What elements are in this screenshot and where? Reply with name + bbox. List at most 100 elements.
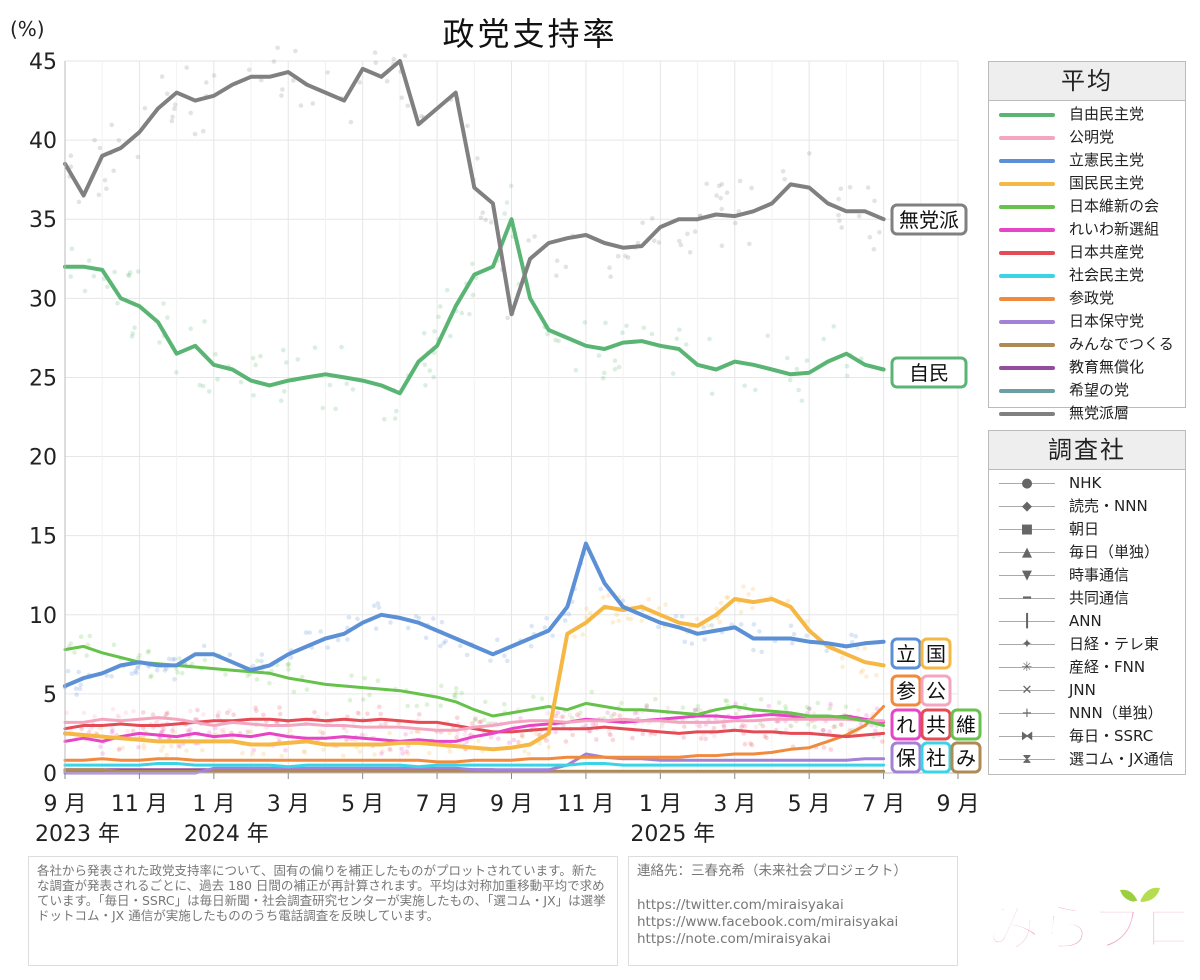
poll-point [612, 366, 618, 372]
poll-point [598, 586, 603, 592]
poll-point [157, 340, 162, 345]
poll-point [160, 729, 165, 734]
poll-point [164, 712, 169, 717]
year-label: 2023 年 [35, 822, 120, 847]
poll-point [298, 103, 304, 108]
poll-point [719, 206, 724, 212]
poll-point [350, 387, 356, 392]
link-facebook[interactable]: https://www.facebook.com/miraisyakai [637, 914, 899, 930]
poll-point [640, 731, 646, 737]
poll-point [559, 715, 564, 720]
poll-point [150, 712, 156, 717]
poll-point [176, 743, 182, 749]
poll-point [105, 284, 110, 290]
poll-point [154, 667, 160, 673]
firm-marker-icon: ▲ [1022, 545, 1032, 560]
poll-point [219, 728, 224, 733]
poll-point [76, 199, 82, 205]
poll-point [444, 287, 450, 293]
poll-point [250, 355, 256, 361]
poll-point [312, 709, 317, 715]
legend-swatch [999, 412, 1055, 416]
poll-point [789, 640, 795, 646]
poll-point [261, 751, 266, 757]
poll-point [251, 747, 257, 753]
poll-point [135, 269, 141, 274]
poll-point [464, 652, 470, 658]
poll-point [475, 156, 480, 161]
firm-line [999, 575, 1055, 576]
poll-point [714, 606, 719, 612]
firm-item: ✳ 産経・FNN [989, 656, 1185, 679]
poll-point [177, 744, 183, 750]
poll-point [624, 323, 629, 329]
poll-point [432, 329, 437, 334]
poll-point [635, 240, 641, 246]
firm-label: 毎日・SSRC [1069, 727, 1154, 745]
poll-point [291, 78, 296, 83]
poll-point [81, 710, 87, 716]
poll-point [98, 726, 103, 731]
poll-point [388, 620, 393, 625]
poll-point [387, 730, 392, 736]
poll-point [701, 624, 706, 630]
legend-label: 日本共産党 [1069, 243, 1145, 261]
poll-point [77, 686, 83, 691]
poll-point [715, 615, 720, 621]
poll-point [467, 311, 472, 317]
poll-point [213, 726, 218, 731]
poll-point [73, 686, 79, 691]
poll-point [312, 345, 318, 351]
legend-label: 立憲民主党 [1069, 151, 1145, 169]
poll-point [838, 722, 844, 728]
legend-item: 教育無償化 [989, 356, 1185, 379]
link-twitter[interactable]: https://twitter.com/miraisyakai [637, 897, 844, 913]
poll-point [553, 337, 558, 343]
poll-point [614, 612, 619, 618]
poll-point [344, 381, 350, 387]
poll-point [387, 746, 393, 752]
poll-point [464, 739, 470, 744]
end-label-box [950, 741, 982, 774]
poll-point [578, 710, 583, 716]
end-label: 維 [956, 713, 976, 737]
poll-point [359, 732, 365, 738]
poll-point [195, 707, 200, 713]
link-note[interactable]: https://note.com/miraisyakai [637, 931, 831, 947]
poll-point [161, 726, 167, 732]
poll-point [653, 696, 658, 702]
poll-point [78, 634, 84, 639]
firm-label: ANN [1069, 612, 1102, 630]
poll-point [86, 258, 92, 263]
poll-point [455, 731, 460, 736]
poll-point [162, 668, 168, 673]
poll-point [674, 336, 680, 342]
firm-item: ■ 朝日 [989, 518, 1185, 541]
poll-point [188, 708, 193, 714]
poll-point [221, 727, 226, 733]
poll-point [111, 642, 117, 648]
poll-point [472, 718, 478, 723]
series-line-2 [63, 541, 886, 688]
firm-label: 産経・FNN [1069, 658, 1146, 676]
legend-firms: 調査社 ● NHK ◆ 読売・NNN ■ 朝日 ▲ 毎日（単独） ▼ 時事通信 ━ 共同通信 ┃ ANN ✦… [988, 430, 1186, 775]
poll-point [608, 732, 613, 738]
poll-point [333, 406, 338, 412]
poll-point [783, 707, 789, 712]
y-axis-unit: (%) [10, 17, 45, 41]
poll-point [556, 338, 561, 344]
poll-point [687, 250, 693, 255]
poll-point [470, 292, 476, 298]
end-label-box [890, 708, 922, 741]
poll-point [617, 713, 622, 718]
poll-point [539, 696, 545, 701]
poll-point [259, 652, 265, 657]
poll-point [188, 727, 193, 732]
poll-point [92, 714, 97, 719]
firm-item: ━ 共同通信 [989, 587, 1185, 610]
poll-point [562, 618, 568, 623]
legend-item: 日本維新の会 [989, 195, 1185, 218]
poll-point [141, 743, 146, 748]
poll-point [125, 272, 131, 278]
firm-line [999, 552, 1055, 553]
